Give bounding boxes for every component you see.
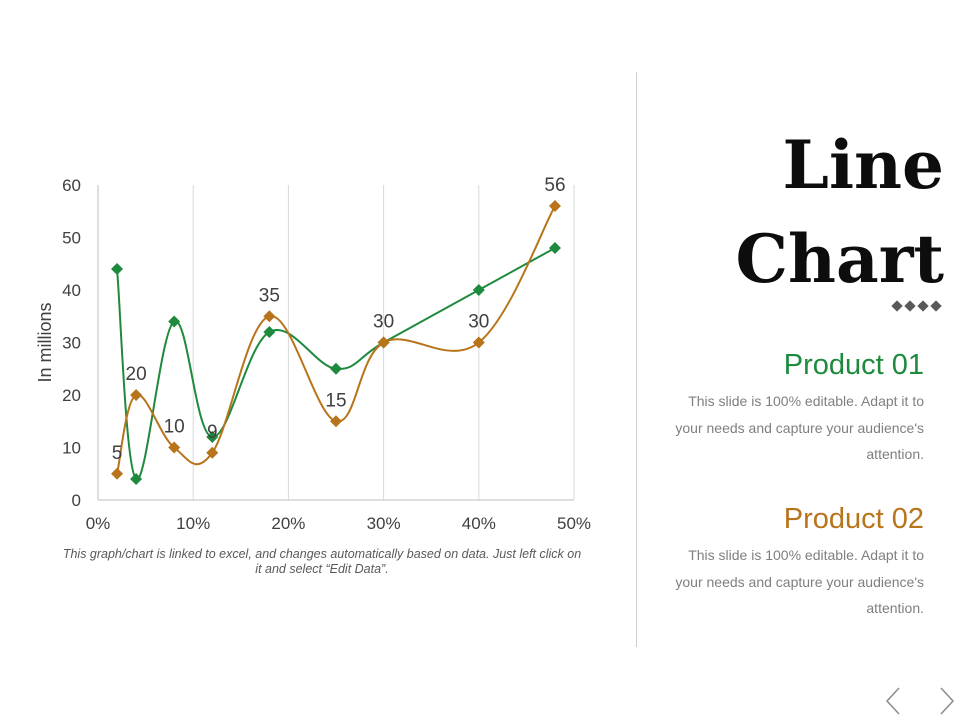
x-tick-label: 20%	[271, 514, 305, 533]
series-2-marker	[263, 310, 276, 323]
series-2-data-label: 30	[373, 312, 394, 333]
y-tick-label: 60	[62, 176, 81, 195]
series-1-marker	[330, 362, 342, 375]
vertical-divider	[636, 72, 637, 647]
series-2-marker	[377, 336, 390, 349]
series-2-marker	[472, 336, 485, 349]
product-01-title: Product 01	[783, 349, 924, 381]
y-tick-label: 0	[72, 491, 81, 510]
slide-title-line-2: Chart	[735, 220, 944, 298]
series-2-marker	[206, 446, 219, 459]
x-tick-label: 0%	[86, 514, 111, 533]
chevron-left-icon	[885, 687, 900, 715]
slide-title-line-1: Line	[782, 126, 944, 204]
series-2-data-label: 56	[544, 175, 565, 196]
y-tick-label: 50	[62, 229, 81, 248]
chevron-right-icon	[940, 687, 955, 715]
diamond-dot-icon	[930, 300, 942, 312]
x-tick-label: 50%	[557, 514, 591, 533]
diamond-dot-icon	[904, 300, 916, 312]
previous-slide-button[interactable]	[884, 686, 902, 716]
line-chart: 0 10 20 30 40 50 60 0% 10% 20% 30% 40% 50% In million…	[35, 175, 591, 533]
series-2-marker	[330, 415, 342, 428]
y-tick-label: 20	[62, 386, 81, 405]
diamond-dot-icon	[917, 300, 929, 312]
series-1-marker	[168, 315, 181, 328]
series-1-marker	[263, 326, 276, 338]
series-1-marker	[206, 431, 219, 443]
series-2-data-label: 5	[112, 443, 123, 464]
chart-caption: This graph/chart is linked to excel, and…	[62, 547, 582, 576]
series-2-data-label: 20	[126, 364, 147, 385]
slide-title: Line Chart	[735, 118, 944, 306]
series-2-marker	[548, 200, 561, 212]
y-axis-label: In millions	[35, 302, 55, 382]
series-2-data-label: 10	[164, 417, 185, 438]
series-1-marker	[472, 284, 485, 296]
series-1-marker	[130, 473, 143, 485]
series-2-data-label: 30	[468, 312, 489, 333]
series-2-line	[116, 205, 556, 474]
product-01-description: This slide is 100% editable. Adapt it to…	[675, 393, 924, 462]
series-2-marker	[168, 441, 181, 454]
next-slide-button[interactable]	[938, 686, 956, 716]
series-2-data-label: 9	[207, 422, 218, 443]
product-01-block: Product 01 This slide is 100% editable. …	[664, 348, 924, 468]
decorative-dots	[891, 300, 942, 312]
series-1-marker	[111, 263, 124, 275]
x-tick-label: 40%	[462, 514, 496, 533]
y-tick-label: 30	[62, 334, 81, 353]
product-02-block: Product 02 This slide is 100% editable. …	[664, 502, 924, 622]
diamond-dot-icon	[891, 300, 903, 312]
series-2-data-label: 35	[259, 285, 280, 306]
series-2-data-label: 15	[325, 390, 346, 411]
y-tick-label: 40	[62, 281, 81, 300]
x-tick-label: 30%	[367, 514, 401, 533]
series-2-marker	[111, 467, 124, 480]
series-2-marker	[130, 389, 143, 401]
x-tick-label: 10%	[176, 514, 210, 533]
series-1-marker	[548, 242, 561, 254]
y-tick-label: 10	[62, 439, 81, 458]
product-02-description: This slide is 100% editable. Adapt it to…	[675, 547, 924, 616]
product-02-title: Product 02	[783, 503, 924, 535]
